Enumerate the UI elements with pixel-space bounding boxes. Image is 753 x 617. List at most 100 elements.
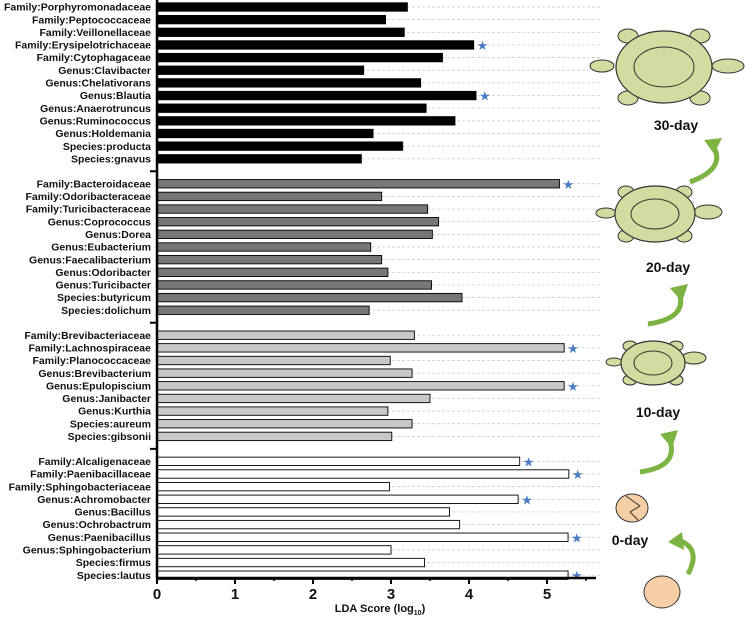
bar bbox=[156, 14, 386, 25]
category-label: Genus:Clavibacter bbox=[58, 65, 151, 77]
bar bbox=[156, 217, 440, 227]
significance-star-icon: ★ bbox=[523, 455, 535, 470]
category-label: Family:Turicibacteraceae bbox=[26, 204, 151, 216]
stage-label-20-day: 20-day bbox=[646, 259, 691, 275]
bar bbox=[156, 330, 415, 340]
category-label: Family:Porphyromonadaceae bbox=[4, 2, 151, 14]
category-label: Genus:Faecalibacterium bbox=[29, 254, 151, 266]
category-label: Species:aureum bbox=[70, 418, 151, 430]
category-label: Family:Alcaligenaceae bbox=[38, 456, 151, 468]
bar bbox=[156, 406, 389, 416]
category-label: Genus:Kurthia bbox=[78, 406, 151, 418]
bar bbox=[156, 292, 463, 303]
x-axis-title-main: LDA Score (log bbox=[335, 603, 414, 615]
x-tick-label: 4 bbox=[465, 586, 474, 603]
stage-illustrations: 30-day 20-day 10 bbox=[589, 28, 745, 609]
category-label: Species:gnavus bbox=[71, 153, 151, 165]
bar bbox=[156, 532, 569, 542]
category-label: Species:dolichum bbox=[61, 305, 151, 317]
bar bbox=[156, 141, 404, 151]
bar bbox=[156, 456, 521, 466]
x-axis-title-end: ) bbox=[422, 603, 426, 615]
category-label: Family:Odoribacteraceae bbox=[26, 191, 152, 203]
category-label: Genus:Anaerotruncus bbox=[40, 103, 151, 115]
significance-star-icon: ★ bbox=[571, 531, 583, 546]
category-labels: Family:PorphyromonadaceaeFamily:Peptococ… bbox=[4, 2, 151, 582]
significance-star-icon: ★ bbox=[567, 380, 579, 395]
x-tick-label: 2 bbox=[309, 586, 317, 603]
arrowhead-icon bbox=[670, 284, 688, 302]
category-label: Genus:Ruminococcus bbox=[40, 115, 152, 127]
bar bbox=[156, 52, 443, 63]
x-tick-label: 0 bbox=[153, 586, 161, 603]
significance-star-icon: ★ bbox=[562, 178, 574, 193]
category-label: Genus:Chelativorans bbox=[45, 78, 151, 90]
category-label: Genus:Sphingobacterium bbox=[23, 545, 151, 557]
bar bbox=[156, 191, 383, 202]
bar bbox=[156, 267, 389, 277]
category-label: Genus:Ochrobactrum bbox=[42, 519, 151, 531]
category-label: Species:butyricum bbox=[57, 292, 151, 304]
category-label: Genus:Holdemania bbox=[55, 128, 151, 140]
bars: ★ ★ ★ ★ ★ ★ ★ ★ ★ ★ bbox=[156, 2, 584, 584]
category-label: Species:gibsonii bbox=[68, 431, 152, 443]
bar bbox=[156, 103, 427, 113]
category-label: Family:Cytophagaceae bbox=[37, 52, 152, 64]
bar bbox=[156, 128, 374, 139]
category-label: Genus:Epulopiscium bbox=[46, 380, 151, 392]
bar bbox=[156, 557, 425, 568]
category-label: Genus:Achromobacter bbox=[37, 494, 151, 506]
bar bbox=[156, 90, 477, 101]
x-tick-label: 5 bbox=[543, 586, 551, 603]
turtle-30-day-icon bbox=[589, 28, 745, 106]
category-label: Genus:Bacillus bbox=[75, 507, 152, 519]
arrowhead-icon bbox=[668, 532, 684, 550]
significance-star-icon: ★ bbox=[567, 342, 579, 357]
x-axis-title-sub: 10 bbox=[414, 610, 422, 617]
arrow-icon bbox=[647, 289, 684, 327]
category-label: Genus:Blautia bbox=[80, 90, 151, 102]
x-axis-title: LDA Score (log10) bbox=[335, 603, 426, 617]
bar bbox=[156, 381, 565, 391]
category-label: Family:Sphingobacteriaceae bbox=[9, 481, 152, 493]
bar bbox=[156, 280, 433, 290]
bar bbox=[156, 469, 570, 479]
bar bbox=[156, 254, 383, 265]
bar bbox=[156, 27, 405, 37]
stage-label-30-day: 30-day bbox=[654, 117, 699, 133]
hatching-egg-icon bbox=[615, 493, 649, 523]
category-label: Genus:Janibacter bbox=[62, 393, 151, 405]
bar bbox=[156, 65, 365, 75]
bar bbox=[156, 355, 391, 366]
turtle-20-day-icon bbox=[595, 185, 723, 243]
category-label: Family:Veillonellaceae bbox=[40, 27, 152, 39]
category-label: Genus:Eubacterium bbox=[51, 242, 151, 254]
bar bbox=[156, 116, 456, 126]
category-label: Species:firmus bbox=[76, 557, 151, 569]
category-label: Family:Lachnospiraceae bbox=[28, 342, 151, 354]
arrowhead-icon bbox=[660, 430, 678, 448]
bar bbox=[156, 519, 461, 530]
arrowhead-icon bbox=[704, 138, 722, 154]
bar bbox=[156, 40, 475, 50]
category-label: Genus:Dorea bbox=[85, 229, 151, 241]
bar bbox=[156, 242, 372, 252]
category-label: Species:producta bbox=[63, 141, 151, 153]
significance-star-icon: ★ bbox=[572, 468, 584, 483]
category-label: Family:Planococcaceae bbox=[33, 355, 152, 367]
significance-star-icon: ★ bbox=[477, 39, 489, 54]
bar bbox=[156, 343, 565, 353]
egg-icon bbox=[643, 575, 681, 609]
axes: 0 1 2 3 4 5 bbox=[150, 0, 596, 603]
bar bbox=[156, 154, 362, 164]
bar bbox=[156, 482, 390, 492]
bar bbox=[156, 305, 370, 315]
bar bbox=[156, 545, 392, 555]
category-label: Genus:Coprococcus bbox=[48, 216, 151, 228]
bar bbox=[156, 2, 408, 12]
turtle-10-day-icon bbox=[605, 340, 707, 386]
bar bbox=[156, 204, 429, 214]
significance-star-icon: ★ bbox=[479, 90, 491, 105]
category-label: Genus:Turicibacter bbox=[56, 280, 152, 292]
